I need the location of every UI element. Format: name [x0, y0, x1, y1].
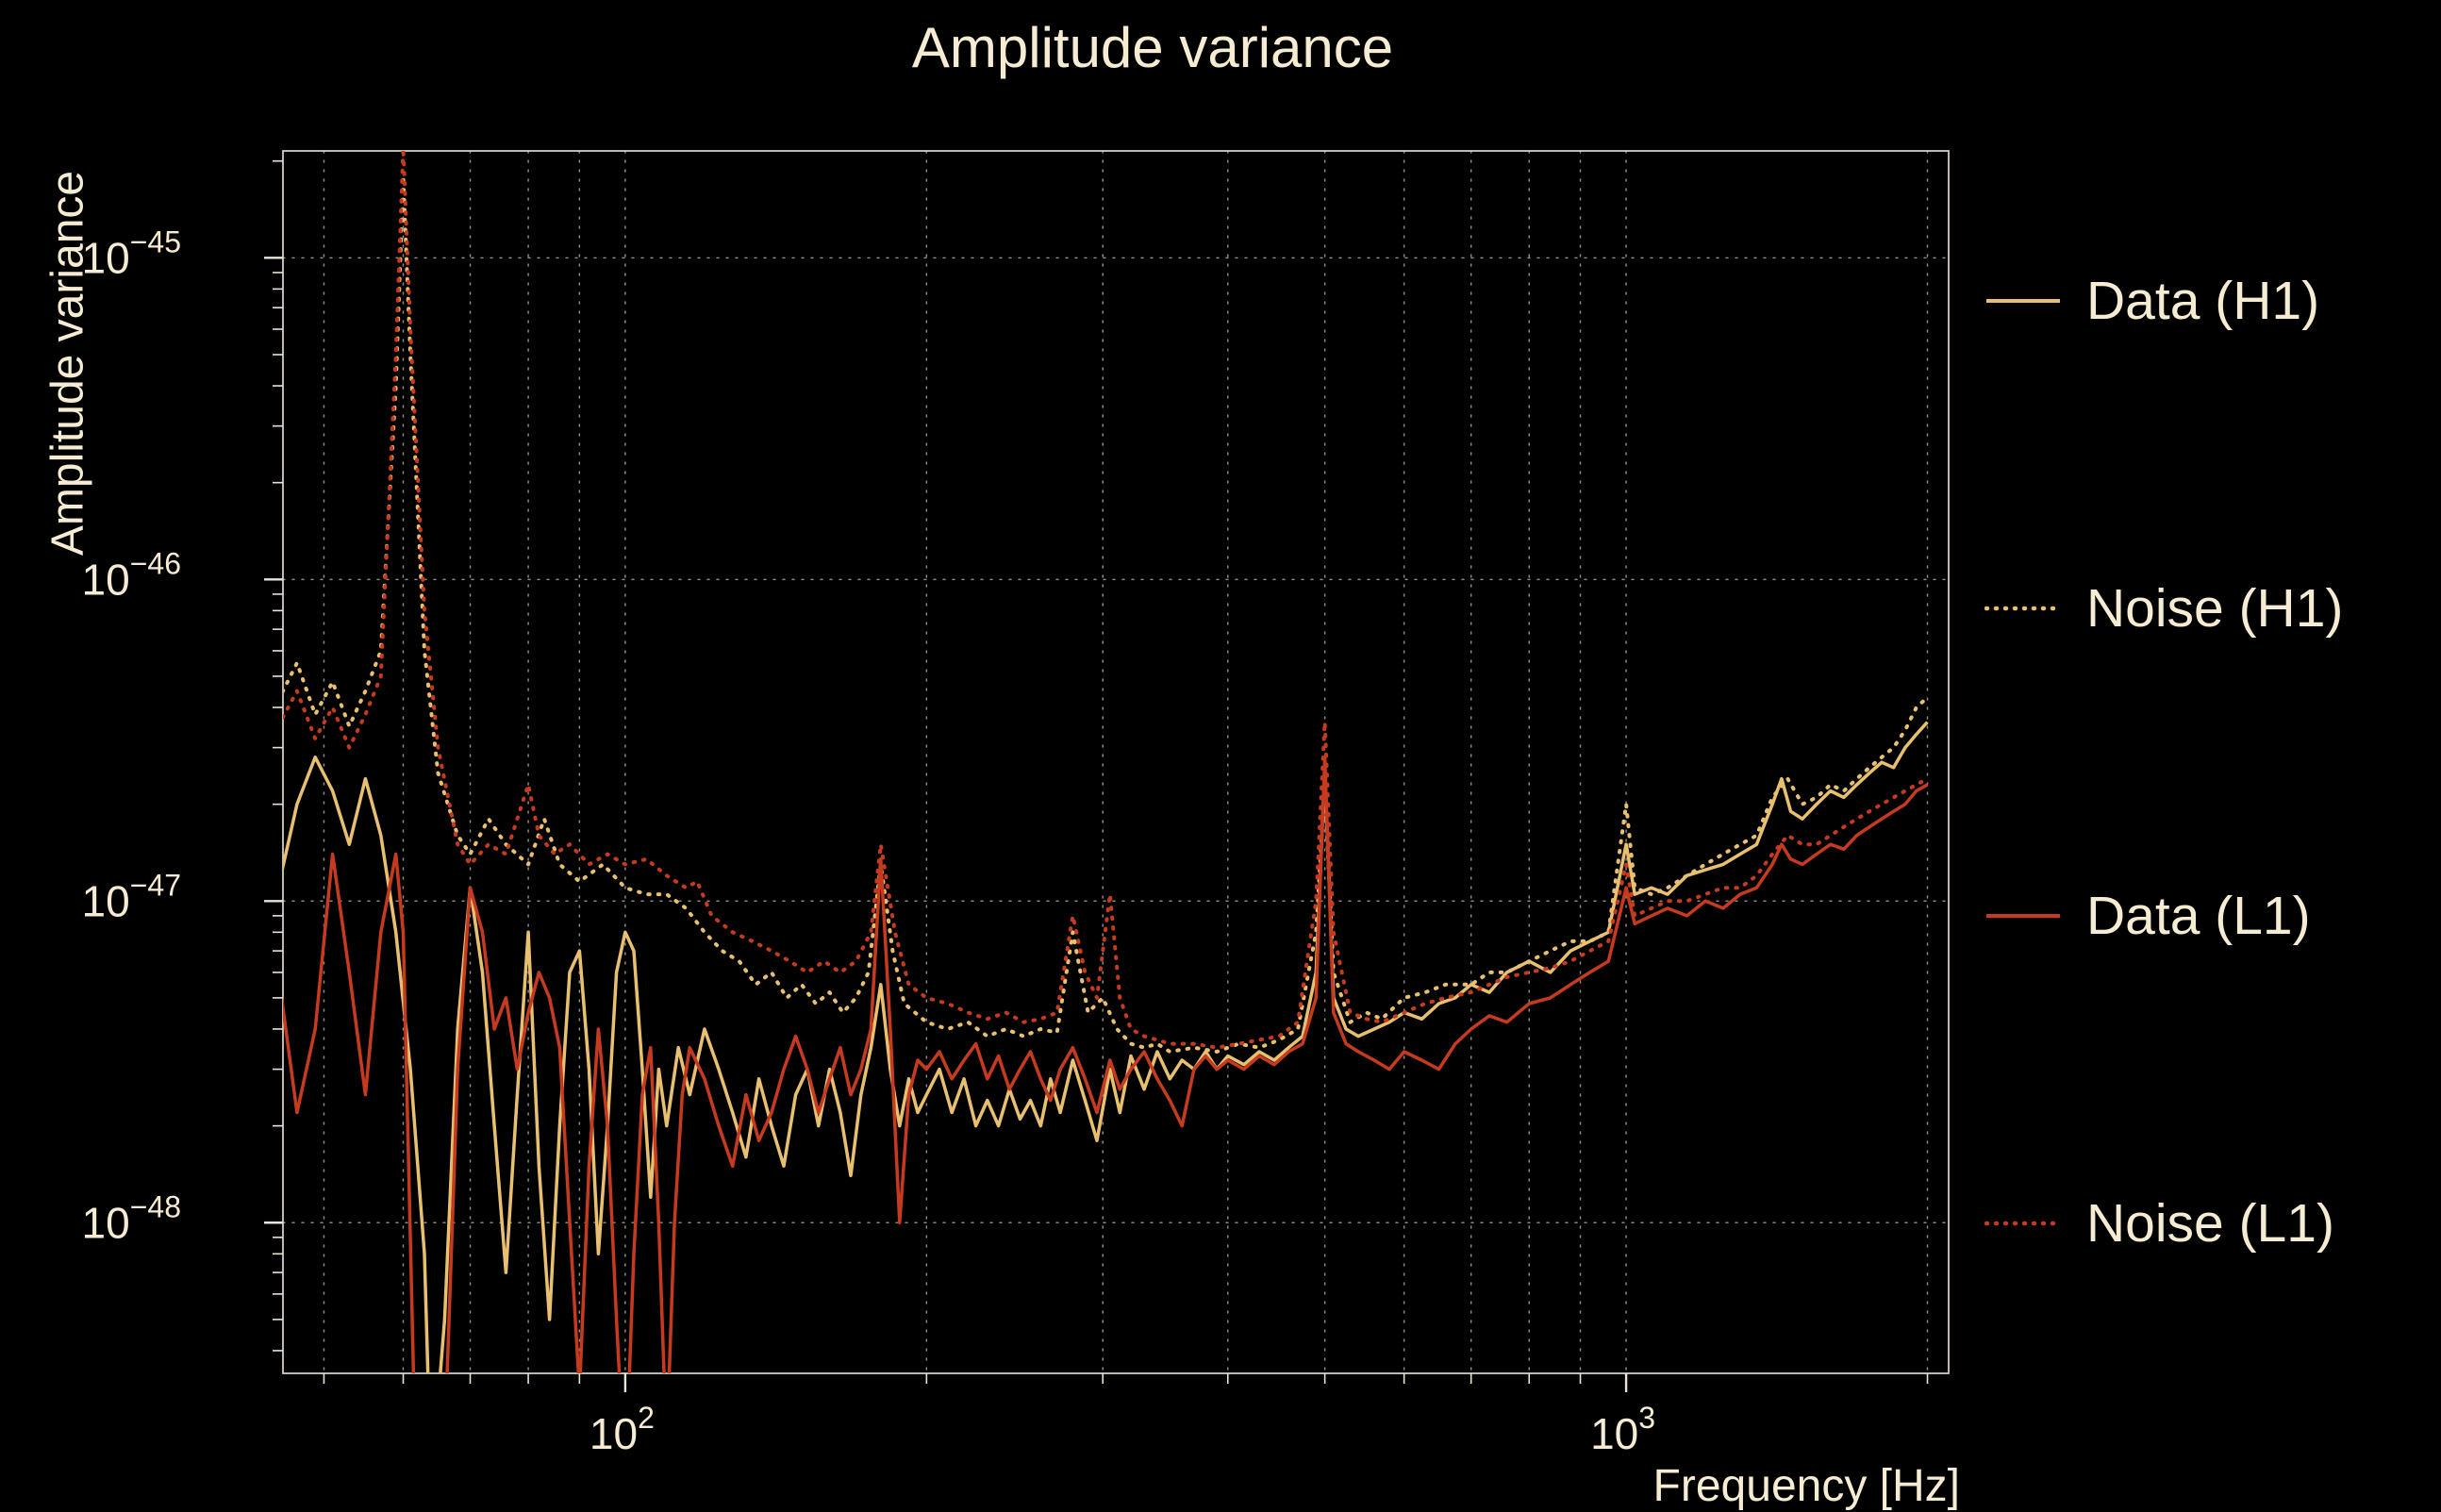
legend-item-noise-h1: Noise (H1)	[1984, 577, 2343, 640]
svg-text:103: 103	[1590, 1401, 1655, 1458]
legend-line-data-l1-icon	[1986, 914, 2060, 918]
legend-label-noise-h1: Noise (H1)	[2086, 578, 2344, 639]
legend-line-data-h1-icon	[1986, 299, 2060, 303]
legend-label-data-l1: Data (L1)	[2086, 886, 2311, 946]
legend-line-noise-h1-icon	[1984, 606, 2062, 611]
y-axis-label: Amplitude variance	[42, 170, 93, 557]
legend-item-data-l1: Data (L1)	[1984, 885, 2311, 947]
legend-label-data-h1: Data (H1)	[2086, 271, 2320, 331]
legend-item-data-h1: Data (H1)	[1984, 270, 2319, 332]
svg-text:10−48: 10−48	[82, 1189, 181, 1247]
svg-text:10−47: 10−47	[82, 868, 181, 925]
legend-line-noise-l1-icon	[1984, 1221, 2062, 1226]
legend-item-noise-l1: Noise (L1)	[1984, 1192, 2334, 1254]
legend-label-noise-l1: Noise (L1)	[2086, 1193, 2334, 1254]
x-axis-label: Frequency [Hz]	[1652, 1461, 1960, 1511]
svg-text:102: 102	[589, 1401, 655, 1458]
svg-text:10−45: 10−45	[82, 224, 181, 282]
chart-title: Amplitude variance	[911, 16, 1394, 79]
svg-text:10−46: 10−46	[82, 546, 181, 604]
